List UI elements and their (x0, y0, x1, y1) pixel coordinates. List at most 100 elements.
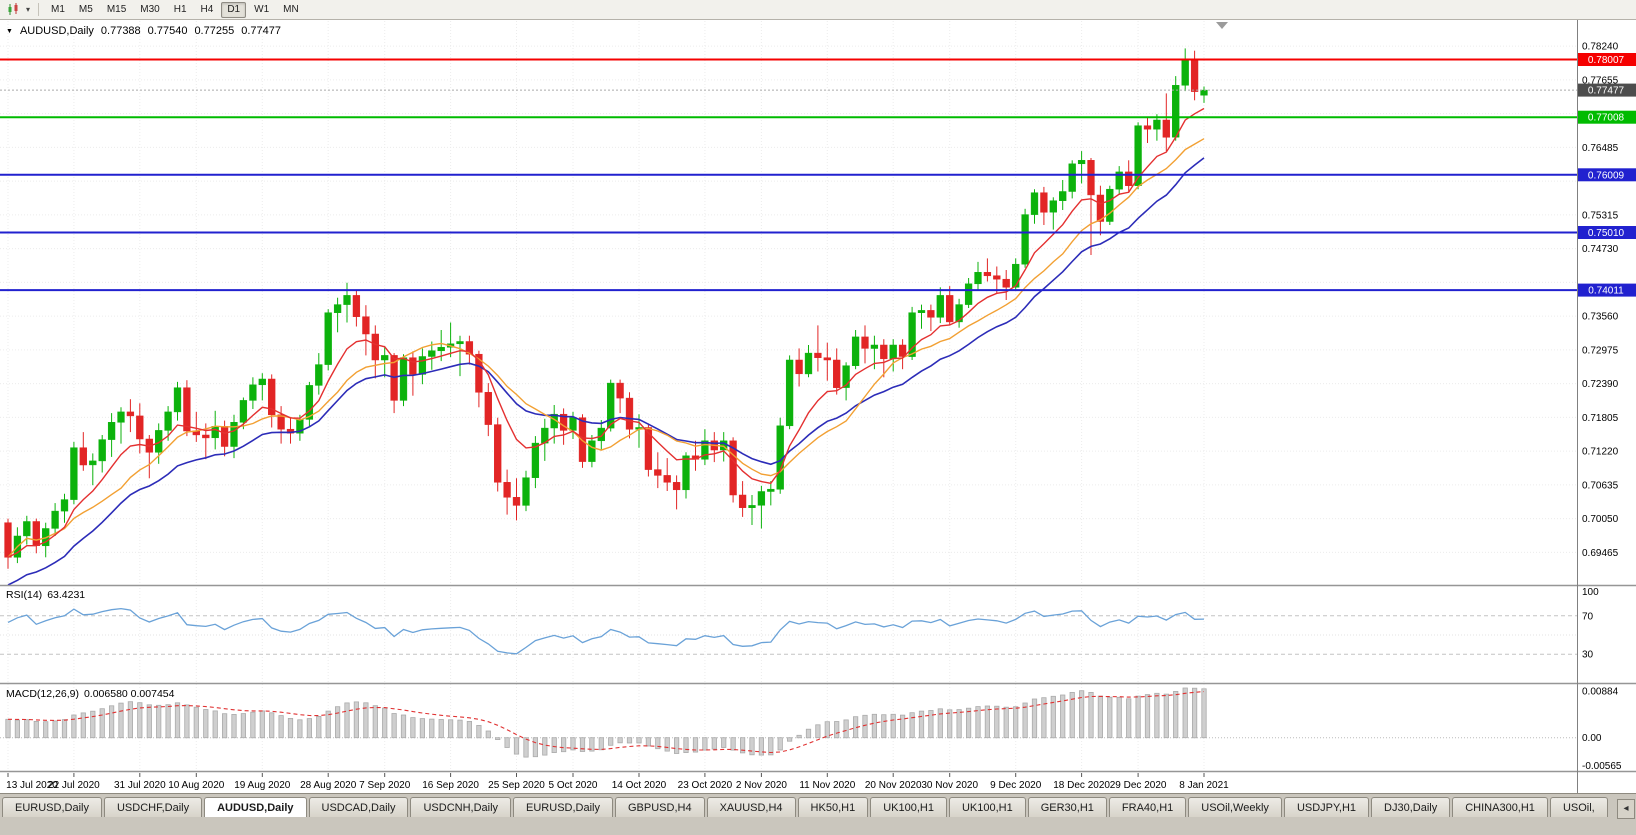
candle (672, 482, 681, 491)
macd-histogram-bar (1069, 692, 1075, 739)
timeframe-button-m30[interactable]: M30 (140, 3, 160, 15)
macd-histogram-bar (1088, 692, 1094, 739)
chart-title-caret-icon[interactable]: ▼ (6, 27, 13, 35)
macd-histogram-bar (485, 730, 491, 739)
chart-tab-xauusd-h4[interactable]: XAUUSD,H4 (706, 797, 796, 817)
candle (917, 310, 926, 313)
chart-tab-audusd-daily[interactable]: AUDUSD,Daily (204, 797, 307, 817)
candle (616, 382, 624, 399)
macd-histogram-bar (476, 725, 482, 739)
price-axis[interactable]: 0.78240 0.77655 0.76485 0.75315 0.74730 0.735… (1577, 20, 1619, 793)
macd-histogram-bar (589, 737, 595, 752)
chart-tab-gbpusd-h4[interactable]: GBPUSD,H4 (615, 797, 705, 817)
grid-layer (0, 21, 1577, 773)
timeframe-button-h1[interactable]: H1 (173, 3, 187, 15)
candle (946, 295, 954, 323)
horizontal-lines-layer: 0.78007 0.77008 0.76009 0.75010 0.74011 0.774… (0, 53, 1636, 297)
chart-type-dropdown-caret[interactable]: ▾ (26, 5, 31, 14)
macd-histogram-bar (824, 721, 830, 739)
timeframe-button-m5[interactable]: M5 (78, 3, 93, 15)
macd-histogram-bar (805, 728, 812, 739)
candle (126, 411, 135, 417)
chart-tab-usdchf-daily[interactable]: USDCHF,Daily (103, 797, 203, 817)
candle (870, 344, 879, 349)
candle (767, 488, 775, 492)
candle (823, 357, 831, 361)
chart-tab-usoil[interactable]: USOil, (1549, 797, 1608, 817)
candle (880, 344, 888, 360)
macd-histogram-bar (1173, 691, 1179, 739)
svg-text:23 Oct 2020: 23 Oct 2020 (678, 780, 733, 791)
candle (155, 430, 163, 453)
chart-tab-uk100-h1[interactable]: UK100,H1 (870, 797, 947, 817)
macd-histogram-bar (278, 715, 284, 739)
chart-tab-usdjpy-h1[interactable]: USDJPY,H1 (1283, 797, 1370, 817)
candle (465, 341, 474, 355)
macd-histogram-bar (429, 718, 435, 739)
macd-histogram-bar (212, 710, 218, 739)
chart-tab-china300-h1[interactable]: CHINA300,H1 (1452, 797, 1548, 817)
macd-histogram-bar (372, 705, 378, 739)
macd-histogram-bar (711, 737, 717, 750)
macd-histogram-bar (447, 719, 454, 739)
chart-symbol-label: AUDUSD,Daily (19, 25, 94, 37)
chart-tab-hk50-h1[interactable]: HK50,H1 (797, 797, 869, 817)
timeframe-button-d1[interactable]: D1 (221, 1, 247, 18)
candle (277, 414, 285, 430)
macd-histogram-bar (297, 719, 303, 739)
toolbar: ▾ M1 M5 M15 M30 H1 H4 D1 W1 MN (0, 0, 1636, 20)
svg-text:0.77655: 0.77655 (1582, 75, 1619, 86)
macd-histogram-bar (721, 737, 727, 748)
candle (475, 353, 483, 393)
candle (861, 336, 869, 349)
candle (663, 475, 671, 483)
svg-text:0.77008: 0.77008 (1588, 113, 1625, 124)
candle (484, 392, 492, 425)
chart-tab-eurusd-daily[interactable]: EURUSD,Daily (513, 797, 613, 817)
chart-tab-dj30-daily[interactable]: DJ30,Daily (1371, 797, 1451, 817)
candle (249, 384, 257, 401)
candle (908, 312, 916, 357)
svg-text:11 Nov 2020: 11 Nov 2020 (799, 780, 855, 791)
hline-badge (1578, 53, 1636, 66)
candle (1077, 160, 1086, 165)
candlestick-chart-icon[interactable] (6, 3, 21, 16)
candle (98, 439, 106, 462)
pane-separators[interactable] (0, 584, 1636, 773)
ohlc-close: 0.77477 (241, 25, 281, 37)
timeframe-button-w1[interactable]: W1 (254, 3, 270, 15)
timeframe-button-m15[interactable]: M15 (106, 3, 127, 15)
chart-tab-ger30-h1[interactable]: GER30,H1 (1027, 797, 1107, 817)
candle (456, 341, 464, 345)
candle (607, 382, 615, 429)
candle (531, 442, 540, 478)
candle (1153, 119, 1161, 130)
macd-histogram-bar (626, 737, 633, 744)
hline-badge (1578, 283, 1636, 297)
tab-scroll-left-button[interactable]: ◂ (1617, 799, 1635, 819)
chart-tab-uk100-h1[interactable]: UK100,H1 (948, 797, 1026, 817)
timeframe-button-m1[interactable]: M1 (51, 3, 65, 15)
candle (1096, 194, 1105, 222)
candle (955, 304, 963, 323)
macd-histogram-bar (617, 737, 623, 744)
macd-histogram-bar (975, 706, 981, 739)
chart-tab-usoil-weekly[interactable]: USOil,Weekly (1188, 797, 1282, 817)
chart-tab-eurusd-daily[interactable]: EURUSD,Daily (2, 797, 102, 817)
chart-shift-marker[interactable] (1216, 22, 1228, 29)
chart-tab-fra40-h1[interactable]: FRA40,H1 (1108, 797, 1187, 817)
timeframe-button-h4[interactable]: H4 (200, 3, 214, 15)
macd-histogram-bar (1097, 695, 1103, 739)
svg-text:2 Nov 2020: 2 Nov 2020 (736, 780, 788, 791)
svg-text:28 Aug 2020: 28 Aug 2020 (300, 780, 357, 791)
timeframe-button-mn[interactable]: MN (283, 3, 299, 15)
macd-histogram-bar (353, 701, 360, 739)
chart-tab-usdcnh-daily[interactable]: USDCNH,Daily (410, 797, 512, 817)
macd-histogram-bar (777, 737, 783, 751)
svg-text:-0.00565: -0.00565 (1582, 761, 1622, 772)
svg-text:0.70635: 0.70635 (1582, 480, 1619, 491)
chart-tab-usdcad-daily[interactable]: USDCAD,Daily (308, 797, 409, 817)
